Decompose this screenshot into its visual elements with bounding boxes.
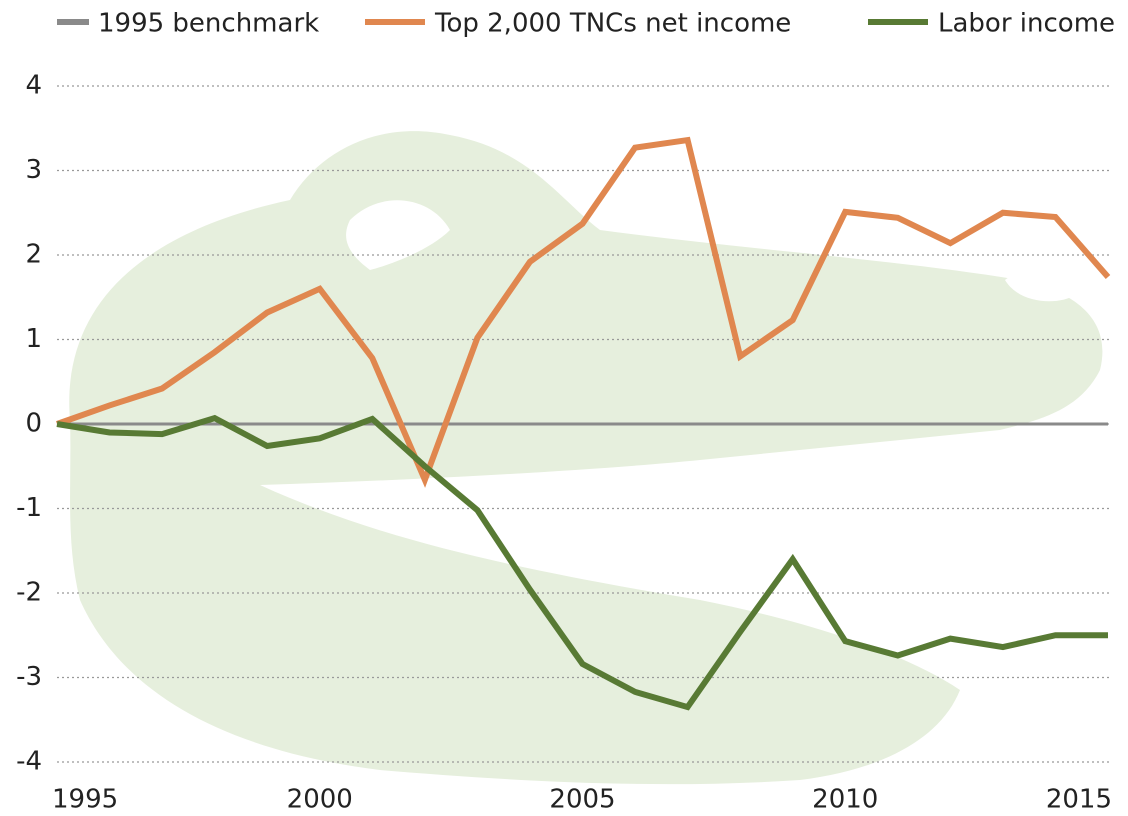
y-tick-label: 1: [25, 324, 42, 354]
x-tick-label: 2005: [549, 785, 615, 815]
alligator-background: [69, 131, 1102, 784]
x-tick-label: 2015: [1046, 785, 1112, 815]
y-tick-label: 3: [25, 155, 42, 185]
y-tick-label: -1: [16, 493, 42, 523]
chart: -4 -3 -2 -1 0 1 2 3 4 1995 2000 2005 2010 2015 1995 be…: [0, 0, 1128, 816]
y-tick-label: -2: [16, 578, 42, 608]
y-tick-label: 4: [25, 71, 42, 101]
legend-label: Labor income: [938, 9, 1115, 39]
y-tick-label: 0: [25, 409, 42, 439]
y-tick-label: 2: [25, 240, 42, 270]
x-tick-label: 1995: [52, 785, 118, 815]
x-tick-label: 2010: [812, 785, 878, 815]
y-tick-label: -3: [16, 662, 42, 692]
legend-label: Top 2,000 TNCs net income: [434, 9, 791, 39]
y-tick-label: -4: [16, 747, 42, 777]
x-tick-label: 2000: [287, 785, 353, 815]
legend-label: 1995 benchmark: [98, 9, 319, 39]
